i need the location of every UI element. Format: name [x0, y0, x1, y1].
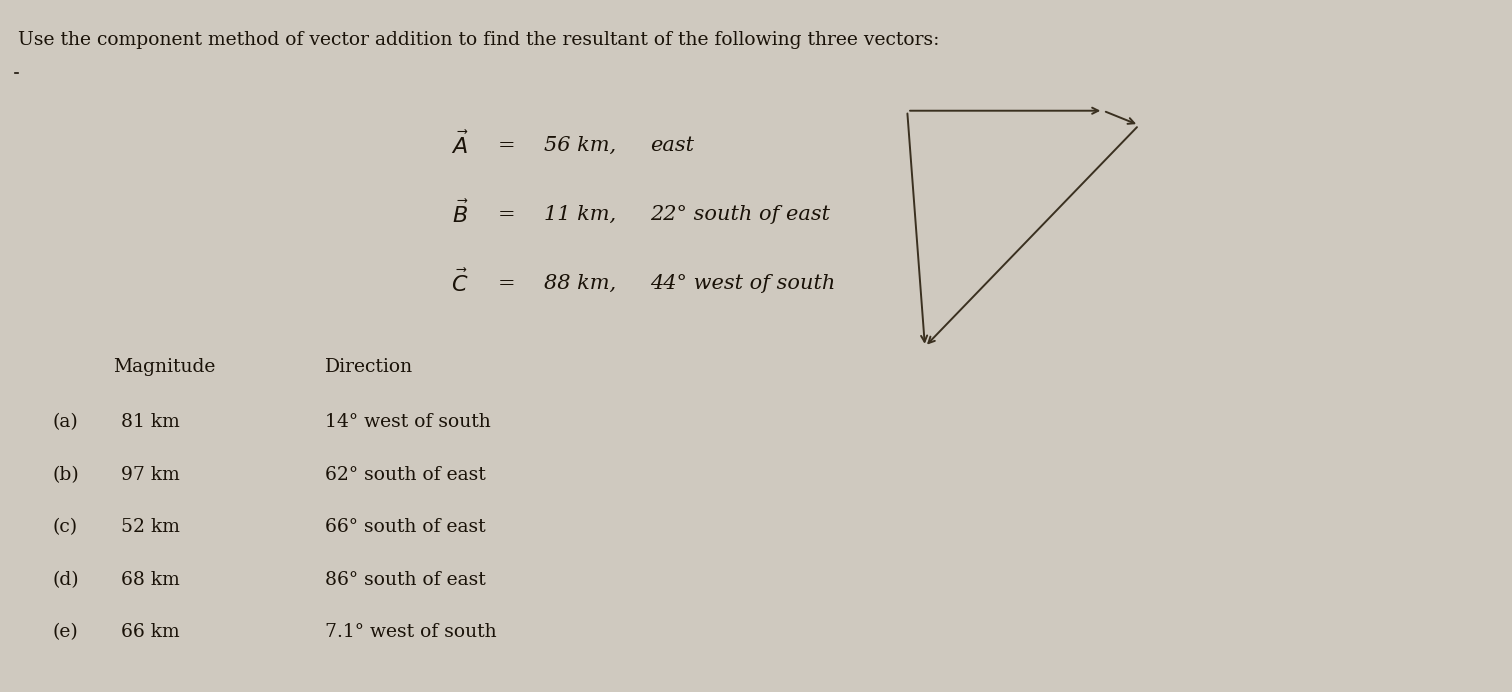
- Text: (e): (e): [53, 623, 79, 641]
- Text: 22° south of east: 22° south of east: [650, 205, 830, 224]
- Text: $\vec{B}$: $\vec{B}$: [452, 201, 469, 228]
- Text: 81 km: 81 km: [121, 413, 180, 431]
- Text: 44° west of south: 44° west of south: [650, 274, 836, 293]
- Text: 97 km: 97 km: [121, 466, 180, 484]
- Text: 56 km,: 56 km,: [544, 136, 617, 155]
- Text: Magnitude: Magnitude: [113, 358, 216, 376]
- Text: 14° west of south: 14° west of south: [325, 413, 491, 431]
- Text: 68 km: 68 km: [121, 571, 180, 589]
- Text: (a): (a): [53, 413, 79, 431]
- Text: =: =: [497, 274, 516, 293]
- Text: 88 km,: 88 km,: [544, 274, 617, 293]
- Text: east: east: [650, 136, 694, 155]
- Text: Use the component method of vector addition to find the resultant of the followi: Use the component method of vector addit…: [18, 31, 939, 49]
- Text: =: =: [497, 205, 516, 224]
- Text: 11 km,: 11 km,: [544, 205, 617, 224]
- Text: Direction: Direction: [325, 358, 413, 376]
- Text: $\vec{A}$: $\vec{A}$: [451, 131, 469, 159]
- Text: =: =: [497, 136, 516, 155]
- Text: 7.1° west of south: 7.1° west of south: [325, 623, 497, 641]
- Text: 52 km: 52 km: [121, 518, 180, 536]
- Text: 86° south of east: 86° south of east: [325, 571, 485, 589]
- Text: 66 km: 66 km: [121, 623, 180, 641]
- Text: (b): (b): [53, 466, 80, 484]
- Text: $\vec{C}$: $\vec{C}$: [451, 270, 469, 298]
- Text: (c): (c): [53, 518, 79, 536]
- Text: 62° south of east: 62° south of east: [325, 466, 485, 484]
- Text: (d): (d): [53, 571, 80, 589]
- Text: 66° south of east: 66° south of east: [325, 518, 485, 536]
